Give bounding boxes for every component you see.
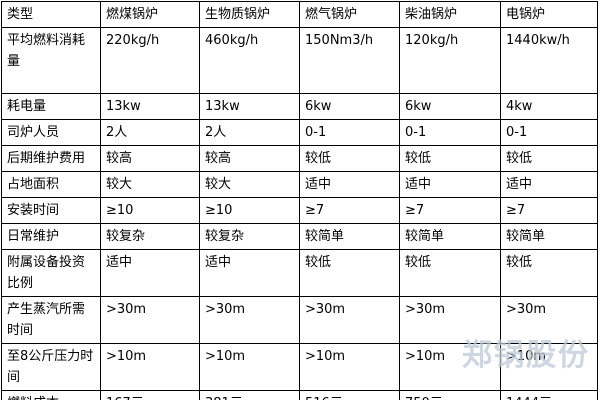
cell: >30m — [299, 296, 400, 344]
cell: 0-1 — [500, 119, 598, 146]
table-row: 附属设备投资比例 适中 适中 较低 较低 较低 — [1, 249, 598, 297]
row-label: 司炉人员 — [1, 119, 101, 146]
cell: 较大 — [100, 171, 200, 198]
cell: 燃气锅炉 — [299, 1, 400, 28]
cell: 4kw — [500, 93, 598, 120]
cell: ≥7 — [299, 197, 400, 224]
cell: 适中 — [199, 249, 300, 297]
table-row: 平均燃料消耗量 220kg/h 460kg/h 150Nm3/h 120kg/h 1440… — [1, 27, 598, 94]
cell: 220kg/h — [100, 27, 200, 94]
cell: >30m — [199, 296, 300, 344]
row-label: 占地面积 — [1, 171, 101, 198]
cell: 381元 — [199, 390, 300, 400]
cell: 电锅炉 — [500, 1, 598, 28]
row-label: 燃料成本 — [1, 390, 101, 400]
cell: 较低 — [299, 249, 400, 297]
cell: ≥7 — [500, 197, 598, 224]
cell: 较大 — [199, 171, 300, 198]
cell: >10m — [500, 343, 598, 391]
row-label: 附属设备投资比例 — [1, 249, 101, 297]
row-label: 耗电量 — [1, 93, 101, 120]
table-row: 安装时间 ≥10 ≥10 ≥7 ≥7 ≥7 — [1, 197, 598, 224]
cell: 较简单 — [299, 223, 400, 250]
cell: 较高 — [100, 145, 200, 172]
cell: 13kw — [199, 93, 300, 120]
cell: 燃煤锅炉 — [100, 1, 200, 28]
cell: 120kg/h — [399, 27, 501, 94]
row-label: 平均燃料消耗量 — [1, 27, 101, 94]
cell: ≥7 — [399, 197, 501, 224]
cell: 13kw — [100, 93, 200, 120]
row-label: 类型 — [1, 1, 101, 28]
table-row: 耗电量 13kw 13kw 6kw 6kw 4kw — [1, 93, 598, 120]
row-label: 安装时间 — [1, 197, 101, 224]
cell: 1440kw/h — [500, 27, 598, 94]
cell: >10m — [100, 343, 200, 391]
cell: >30m — [500, 296, 598, 344]
cell: >30m — [100, 296, 200, 344]
cell: >30m — [399, 296, 501, 344]
row-label: 产生蒸汽所需时间 — [1, 296, 101, 344]
table-row: 占地面积 较大 较大 适中 适中 适中 — [1, 171, 598, 198]
cell: 较低 — [399, 145, 501, 172]
cell: ≥10 — [100, 197, 200, 224]
cell: 较低 — [299, 145, 400, 172]
cell: 较复杂 — [100, 223, 200, 250]
row-label: 日常维护 — [1, 223, 101, 250]
watermark: 郑锅股份 — [462, 338, 590, 373]
cell: 较简单 — [399, 223, 501, 250]
table-row: 司炉人员 2人 2人 0-1 0-1 0-1 — [1, 119, 598, 146]
cell: 较低 — [500, 145, 598, 172]
cell: 150Nm3/h — [299, 27, 400, 94]
cell: >10m — [399, 343, 501, 391]
cell: 较高 — [199, 145, 300, 172]
cell: 1444元 — [500, 390, 598, 400]
cell: 2人 — [199, 119, 300, 146]
table-row: 产生蒸汽所需时间 >30m >30m >30m >30m >30m — [1, 296, 598, 344]
cell: 适中 — [299, 171, 400, 198]
cell: 较低 — [399, 249, 501, 297]
cell: 6kw — [299, 93, 400, 120]
cell: 生物质锅炉 — [199, 1, 300, 28]
cell: 460kg/h — [199, 27, 300, 94]
row-label: 后期维护费用 — [1, 145, 101, 172]
cell: >10m — [299, 343, 400, 391]
cell: 6kw — [399, 93, 501, 120]
header-row: 类型 燃煤锅炉 生物质锅炉 燃气锅炉 柴油锅炉 电锅炉 — [1, 1, 598, 28]
cell: 适中 — [399, 171, 501, 198]
cell: 2人 — [100, 119, 200, 146]
table-row: 日常维护 较复杂 较复杂 较简单 较简单 较简单 — [1, 223, 598, 250]
row-label: 至8公斤压力时间 — [1, 343, 101, 391]
cell: 516元 — [299, 390, 400, 400]
cell: 较低 — [500, 249, 598, 297]
cell: 167元 — [100, 390, 200, 400]
cell: 适中 — [500, 171, 598, 198]
cell: 较复杂 — [199, 223, 300, 250]
cell: 0-1 — [399, 119, 501, 146]
cell: 柴油锅炉 — [399, 1, 501, 28]
table-row: 燃料成本167元381元516元750元1444元 — [1, 390, 598, 400]
cell: 适中 — [100, 249, 200, 297]
cell: 较简单 — [500, 223, 598, 250]
table-row: 后期维护费用 较高 较高 较低 较低 较低 — [1, 145, 598, 172]
cell: >10m — [199, 343, 300, 391]
cell: ≥10 — [199, 197, 300, 224]
cell: 0-1 — [299, 119, 400, 146]
table-row: 至8公斤压力时间 >10m >10m >10m >10m >10m — [1, 343, 598, 391]
cell: 750元 — [399, 390, 501, 400]
